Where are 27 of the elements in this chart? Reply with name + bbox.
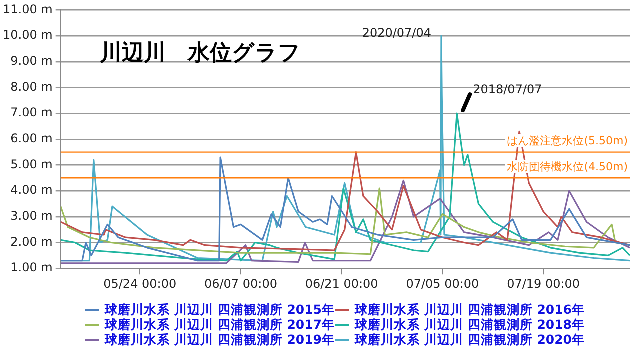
y-tick-label: 4.00 m xyxy=(10,183,53,198)
y-tick-label: 11.00 m xyxy=(3,2,53,16)
ref-line-label: はん濫注意水位(5.50m) xyxy=(507,134,628,148)
y-tick-label: 1.00 m xyxy=(10,260,53,275)
ref-line-label: 水防団待機水位(4.50m) xyxy=(507,160,628,174)
x-tick-label: 07/05 00:00 xyxy=(406,276,480,291)
legend-label: 球磨川水系 川辺川 四浦観測所 2019年 xyxy=(105,332,335,347)
y-tick-label: 2.00 m xyxy=(10,234,53,249)
x-tick-label: 06/07 00:00 xyxy=(204,276,278,291)
y-tick-label: 3.00 m xyxy=(10,209,53,224)
y-tick-label: 5.00 m xyxy=(10,157,53,172)
y-tick-label: 9.00 m xyxy=(10,54,53,68)
y-tick-label: 6.00 m xyxy=(10,132,53,146)
legend-label: 球磨川水系 川辺川 四浦観測所 2015年 xyxy=(105,302,335,317)
y-tick-label: 10.00 m xyxy=(3,28,53,42)
legend-label: 球磨川水系 川辺川 四浦観測所 2017年 xyxy=(105,317,335,332)
legend-label: 球磨川水系 川辺川 四浦観測所 2020年 xyxy=(355,332,585,347)
legend-label: 球磨川水系 川辺川 四浦観測所 2018年 xyxy=(355,317,585,332)
x-tick-label: 06/21 00:00 xyxy=(305,276,378,291)
text: 川辺川 水位グラフ xyxy=(100,40,301,68)
annotation: 2018/07/07 xyxy=(473,82,542,97)
annotation: 2020/07/04 xyxy=(362,26,432,40)
x-tick-label: 07/19 00:00 xyxy=(507,276,580,291)
x-tick-label: 05/24 00:00 xyxy=(104,276,177,291)
y-tick-label: 8.00 m xyxy=(10,80,53,94)
legend-label: 球磨川水系 川辺川 四浦観測所 2016年 xyxy=(355,302,585,317)
y-tick-label: 7.00 m xyxy=(10,106,53,120)
